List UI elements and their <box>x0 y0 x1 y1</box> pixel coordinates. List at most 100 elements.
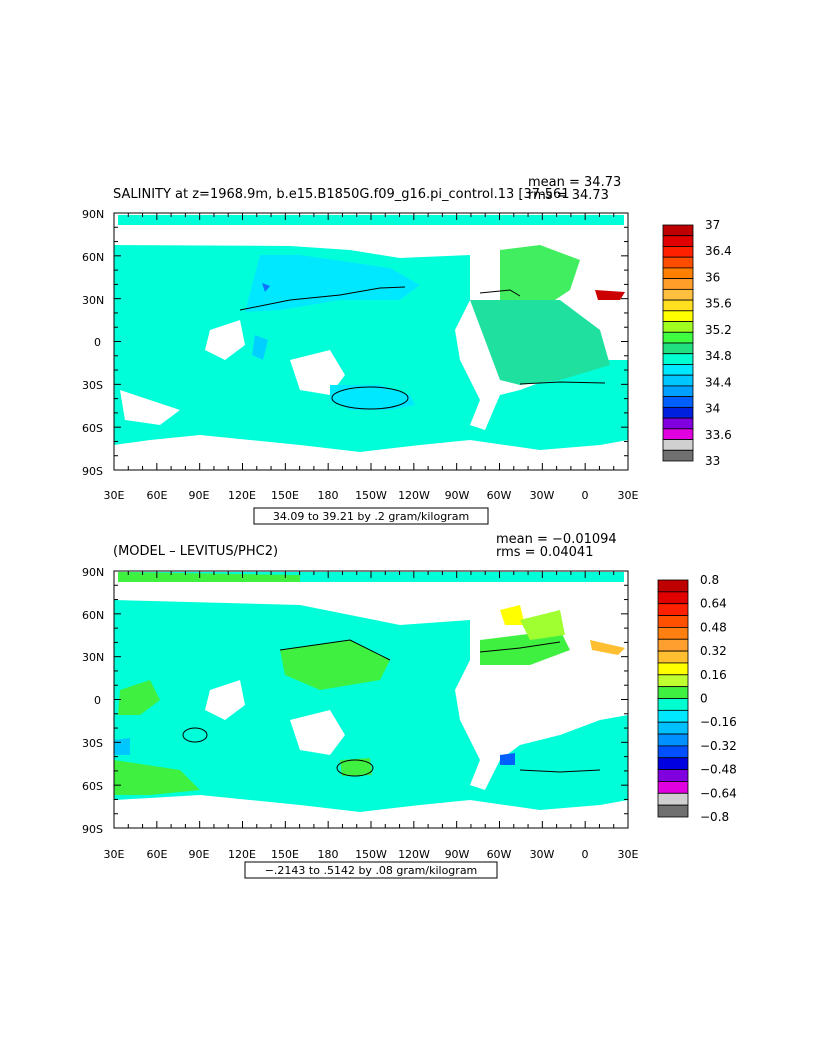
lon-label: 150E <box>271 848 299 861</box>
difference-field <box>114 572 628 812</box>
colorbar-swatch <box>657 650 689 664</box>
range-box <box>244 861 498 879</box>
latitude-labels: 90N 60N 30N 0 30S 60S 90S <box>82 208 104 478</box>
longitude-labels: 30E 60E 90E 120E 150E 180 150W 120W 90W … <box>104 848 639 861</box>
lon-label: 180 <box>318 489 339 502</box>
longitude-labels: 30E 60E 90E 120E 150E 180 150W 120W 90W … <box>104 489 639 502</box>
colorbar-swatch <box>657 769 689 782</box>
latitude-labels: 90N 60N 30N 0 30S 60S 90S <box>82 566 104 836</box>
lon-label: 90E <box>189 489 210 502</box>
colorbar-label: −0.48 <box>700 763 737 777</box>
colorbar: 0.8 0.64 0.48 0.32 0.16 0 −0.16 −0.32 −0.48 −0.64… <box>657 573 737 824</box>
colorbar-swatch <box>657 627 689 640</box>
rms-label: rms = 34.73 <box>528 188 609 203</box>
colorbar-swatch <box>657 709 689 723</box>
lon-label: 60W <box>487 848 512 861</box>
colorbar-label: 34.4 <box>705 375 732 389</box>
lat-label: 60S <box>82 780 103 793</box>
colorbar-swatch <box>662 278 694 290</box>
colorbar-swatch <box>657 615 689 628</box>
range-box <box>253 507 489 525</box>
lon-label: 120W <box>398 848 430 861</box>
colorbar-swatch <box>662 364 694 376</box>
lon-label: 120E <box>228 848 256 861</box>
colorbar-swatch <box>657 721 689 735</box>
colorbar-swatch <box>657 804 689 818</box>
colorbar-swatch <box>662 321 694 333</box>
colorbar-swatch <box>662 396 694 408</box>
panel-title: SALINITY at z=1968.9m, b.e15.B1850G.f09_… <box>113 187 570 202</box>
colorbar-label: 0.8 <box>700 573 719 587</box>
lon-label: 30E <box>618 489 639 502</box>
colorbar-swatch <box>662 224 694 237</box>
lat-label: 30N <box>82 294 104 307</box>
colorbar-label: 0.48 <box>700 620 727 634</box>
colorbar-label: 36 <box>705 270 720 284</box>
colorbar-label: 0 <box>700 692 708 706</box>
lon-label: 30W <box>530 848 555 861</box>
colorbar-label: −0.64 <box>700 786 737 800</box>
colorbar-swatch <box>662 256 694 269</box>
axis-ticks <box>113 570 629 829</box>
lat-label: 30N <box>82 651 104 664</box>
colorbar-label: −0.32 <box>700 739 737 753</box>
range-label: −.2143 to .5142 by .08 gram/kilogram <box>265 864 478 877</box>
lon-label: 120W <box>398 489 430 502</box>
colorbar-swatch <box>657 698 689 711</box>
rms-label: rms = 0.04041 <box>496 545 593 560</box>
lon-label: 60E <box>147 489 168 502</box>
colorbar-swatch <box>662 246 694 258</box>
lat-label: 60N <box>82 251 104 264</box>
colorbar-swatch <box>662 235 694 247</box>
lon-label: 60W <box>487 489 512 502</box>
colorbar-swatch <box>662 310 694 322</box>
lon-label: 30E <box>104 848 125 861</box>
colorbar-label: 0.64 <box>700 597 727 611</box>
lon-label: 150W <box>355 848 387 861</box>
colorbar-swatch <box>662 353 694 365</box>
colorbar-swatch <box>662 267 694 280</box>
colorbar-label: 36.4 <box>705 244 732 258</box>
colorbar-swatch <box>657 745 689 759</box>
lon-label: 90W <box>445 489 470 502</box>
colorbar-label: 37 <box>705 218 720 232</box>
lat-label: 30S <box>82 379 103 392</box>
colorbar-swatch <box>657 591 689 605</box>
colorbar-swatch <box>657 662 689 676</box>
colorbar-label: 34 <box>705 402 720 416</box>
mean-label: mean = −0.01094 <box>496 532 617 547</box>
lat-label: 90S <box>82 823 103 836</box>
colorbar-swatch <box>662 331 694 344</box>
colorbar-swatch <box>662 299 694 312</box>
lat-label: 60S <box>82 422 103 435</box>
colorbar-swatch <box>657 579 689 593</box>
lat-label: 30S <box>82 737 103 750</box>
colorbar-swatch <box>662 374 694 387</box>
lon-label: 90W <box>445 848 470 861</box>
lon-label: 30E <box>104 489 125 502</box>
lon-label: 0 <box>582 848 589 861</box>
colorbar-swatch <box>657 781 689 794</box>
colorbar-swatch <box>662 342 694 355</box>
lat-label: 0 <box>94 336 101 349</box>
colorbar-swatch <box>662 428 694 440</box>
ocean-field <box>114 215 628 452</box>
salinity-panel: mean = 34.73 rms = 34.73 SALINITY at z=1… <box>82 175 732 525</box>
colorbar-label: 35.2 <box>705 323 732 337</box>
colorbar: 37 36.4 36 35.6 35.2 34.8 34.4 34 33.6 33 <box>662 218 732 468</box>
colorbar-label: 35.6 <box>705 297 732 311</box>
colorbar-swatch <box>662 439 694 451</box>
lat-label: 90S <box>82 465 103 478</box>
mean-label: mean = 34.73 <box>528 175 621 190</box>
lat-label: 0 <box>94 694 101 707</box>
colorbar-swatch <box>657 792 689 806</box>
lon-label: 120E <box>228 489 256 502</box>
colorbar-swatch <box>657 686 689 699</box>
lon-label: 60E <box>147 848 168 861</box>
lon-label: 180 <box>318 848 339 861</box>
lon-label: 0 <box>582 489 589 502</box>
lat-label: 90N <box>82 566 104 579</box>
colorbar-swatch <box>662 288 694 301</box>
colorbar-label: −0.8 <box>700 810 729 824</box>
